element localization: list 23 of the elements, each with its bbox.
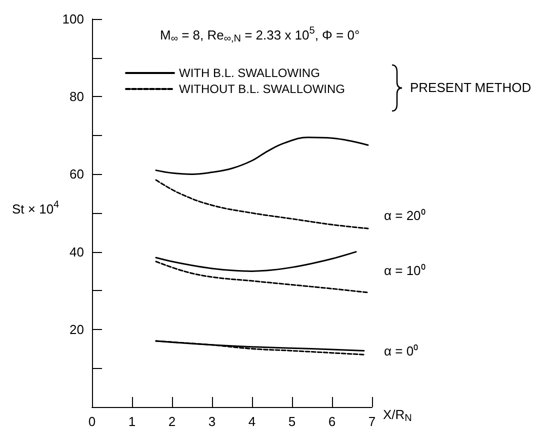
text: PRESENT METHOD bbox=[410, 80, 532, 95]
text: α = 10⁰ bbox=[384, 263, 426, 278]
text: α = 20⁰ bbox=[384, 208, 426, 223]
x-tick-label: 5 bbox=[288, 414, 296, 428]
x-tick-label: 2 bbox=[168, 414, 176, 428]
line-series bbox=[155, 179, 369, 230]
legend-label: WITHOUT B.L. SWALLOWING bbox=[179, 82, 346, 96]
line-series bbox=[155, 260, 369, 294]
x-tick-label: 1 bbox=[128, 414, 136, 428]
x-tick-label: 6 bbox=[328, 414, 336, 428]
y-tick-label: 40 bbox=[70, 244, 84, 260]
legend-label: WITH B.L. SWALLOWING bbox=[179, 66, 320, 80]
x-tick-label: 3 bbox=[208, 414, 216, 428]
x-tick-label: 7 bbox=[368, 414, 376, 428]
text: α = 0⁰ bbox=[384, 344, 419, 359]
y-tick-label: 80 bbox=[70, 89, 84, 104]
y-tick-label: 100 bbox=[62, 12, 84, 26]
y-tick-label: 20 bbox=[70, 322, 84, 337]
x-tick-label: 4 bbox=[248, 414, 256, 428]
x-tick-label: 0 bbox=[88, 414, 96, 428]
line-series bbox=[155, 251, 357, 272]
y-tick-label: 60 bbox=[70, 166, 84, 182]
line-series bbox=[155, 136, 369, 175]
